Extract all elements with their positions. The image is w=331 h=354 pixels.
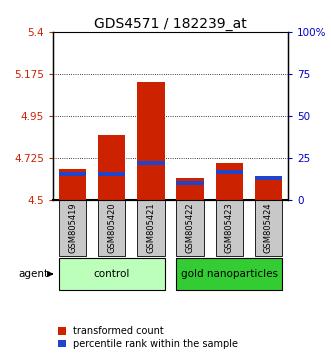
- Text: gold nanoparticles: gold nanoparticles: [181, 269, 278, 279]
- Text: GSM805421: GSM805421: [146, 202, 155, 253]
- Bar: [59, 169, 86, 200]
- Bar: [176, 178, 204, 200]
- Bar: [176, 258, 282, 290]
- Text: GSM805423: GSM805423: [225, 202, 234, 253]
- Text: GSM805419: GSM805419: [68, 202, 77, 253]
- Bar: [255, 176, 282, 200]
- Text: agent: agent: [18, 269, 48, 279]
- Bar: [255, 200, 282, 256]
- Bar: [215, 170, 243, 175]
- Bar: [98, 200, 125, 256]
- Bar: [176, 200, 204, 256]
- Bar: [59, 200, 86, 256]
- Text: GSM805422: GSM805422: [186, 202, 195, 253]
- Bar: [176, 181, 204, 185]
- Bar: [137, 200, 165, 256]
- Bar: [59, 172, 86, 176]
- Bar: [255, 176, 282, 180]
- Bar: [59, 258, 165, 290]
- Title: GDS4571 / 182239_at: GDS4571 / 182239_at: [94, 17, 247, 31]
- Bar: [215, 200, 243, 256]
- Bar: [215, 162, 243, 200]
- Bar: [137, 161, 165, 165]
- Bar: [137, 82, 165, 200]
- Bar: [98, 136, 125, 200]
- Bar: [98, 172, 125, 176]
- Text: GSM805424: GSM805424: [264, 202, 273, 253]
- Text: control: control: [94, 269, 130, 279]
- Text: GSM805420: GSM805420: [107, 202, 116, 253]
- Legend: transformed count, percentile rank within the sample: transformed count, percentile rank withi…: [58, 326, 238, 349]
